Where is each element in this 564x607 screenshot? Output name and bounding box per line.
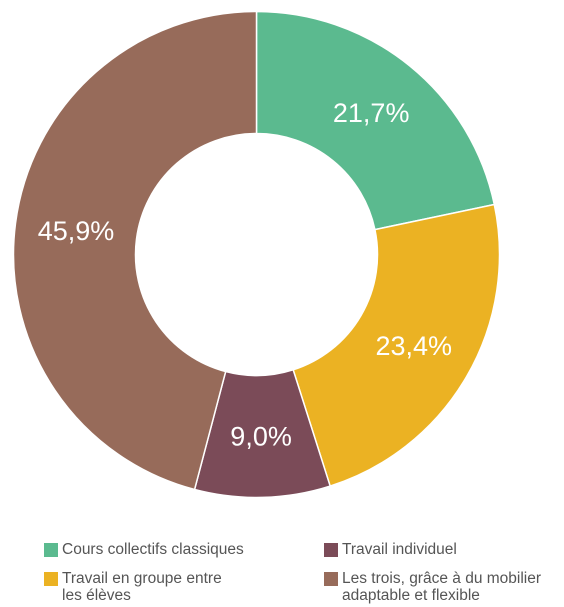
legend-swatch [324,543,338,557]
slice-3 [12,10,258,491]
legend-swatch [44,543,58,557]
slice-label-1: 23,4% [375,331,452,361]
legend-label: Travail individuel [342,541,457,558]
legend-item-les-trois: Les trois, grâce à du mobilier adaptable… [324,570,541,604]
donut-chart: 21,7% 23,4% 9,0% 45,9% [12,10,501,499]
legend-swatch [324,572,338,586]
legend-label: Cours collectifs classiques [62,541,244,558]
chart-slices [12,10,501,499]
slice-1 [292,203,501,488]
legend-swatch [44,572,58,586]
slice-label-0: 21,7% [333,98,410,128]
legend-item-cours-collectifs: Cours collectifs classiques [44,541,244,558]
slice-0 [255,10,496,231]
chart-slice-labels: 21,7% 23,4% 9,0% 45,9% [38,98,452,451]
legend-label: Les trois, grâce à du mobilier adaptable… [342,570,542,604]
slice-label-3: 45,9% [38,216,115,246]
legend-item-travail-en-groupe: Travail en groupe entre les élèves [44,570,222,604]
slice-label-2: 9,0% [230,421,292,451]
legend-item-travail-individuel: Travail individuel [324,541,457,558]
legend-label: Travail en groupe entre les élèves [62,570,222,604]
